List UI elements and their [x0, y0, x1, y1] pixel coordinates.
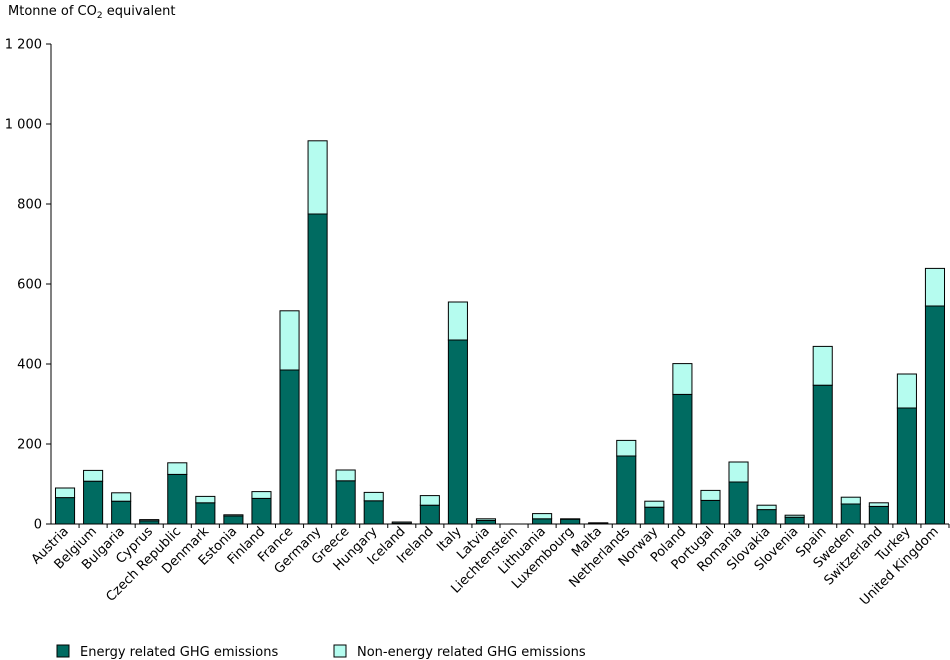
bar-energy	[672, 393, 693, 525]
bar-energy	[251, 497, 272, 525]
bar-non-energy	[896, 373, 917, 409]
y-axis-label-suffix: equivalent	[103, 4, 176, 19]
bar-non-energy	[111, 492, 132, 502]
bar-non-energy	[840, 496, 861, 505]
bar-energy	[475, 519, 497, 525]
bar-energy	[532, 518, 553, 525]
bar-energy	[419, 504, 440, 525]
bar-non-energy	[868, 502, 889, 507]
y-axis: 0 200 400 600 800 1 000 1 200	[5, 38, 52, 533]
y-tick-label: 1 000	[5, 118, 42, 133]
bar-non-energy	[195, 495, 216, 504]
legend-swatch-energy	[56, 644, 70, 658]
bar-energy	[896, 407, 917, 525]
bar-non-energy	[475, 518, 497, 521]
bar-non-energy	[728, 461, 749, 483]
bar-non-energy	[419, 495, 440, 506]
bar-energy	[868, 505, 889, 525]
bar-non-energy	[756, 504, 777, 511]
bar-energy	[447, 339, 468, 525]
bar-non-energy	[167, 462, 188, 475]
bar-energy	[363, 500, 384, 525]
bar-non-energy	[139, 519, 160, 522]
bar-non-energy	[279, 310, 300, 371]
bar-energy	[335, 480, 356, 525]
bar-non-energy	[924, 267, 946, 307]
bar-energy	[83, 480, 104, 525]
bar-energy	[700, 499, 721, 525]
bar-energy	[111, 500, 132, 525]
bar-energy	[784, 516, 805, 525]
bar-energy	[924, 305, 946, 525]
bar-non-energy	[54, 487, 76, 499]
bar-non-energy	[251, 491, 272, 499]
legend-label-non-energy: Non-energy related GHG emissions	[357, 645, 586, 660]
y-tick-label: 200	[17, 438, 42, 453]
bar-energy	[560, 518, 581, 525]
bar-non-energy	[644, 500, 665, 508]
bar-non-energy	[391, 521, 412, 524]
bar-energy	[812, 384, 833, 525]
bar-non-energy	[335, 469, 356, 482]
bar-energy	[307, 213, 328, 525]
y-tick-label: 800	[17, 198, 42, 213]
y-tick-label: 400	[17, 358, 42, 373]
bar-non-energy	[672, 363, 693, 395]
bar-energy	[616, 455, 637, 525]
legend: Energy related GHG emissions Non-energy …	[56, 644, 586, 660]
bar-energy	[728, 481, 749, 525]
bar-non-energy	[447, 301, 468, 341]
bars-group	[54, 140, 946, 525]
bar-energy	[644, 506, 665, 525]
y-axis-label-subscript: 2	[97, 11, 103, 21]
bar-energy	[840, 503, 861, 525]
bar-energy	[223, 515, 244, 525]
bar-non-energy	[532, 513, 553, 520]
bar-energy	[167, 473, 188, 525]
y-axis-label: Mtonne of CO2 equivalent	[8, 4, 175, 21]
bar-non-energy	[307, 140, 328, 215]
bar-non-energy	[700, 489, 721, 501]
bar-energy	[195, 502, 216, 525]
bar-non-energy	[812, 345, 833, 386]
y-tick-label: 600	[17, 278, 42, 293]
bar-non-energy	[784, 514, 805, 518]
bar-non-energy	[616, 439, 637, 457]
bar-energy	[756, 509, 777, 525]
y-axis-label-prefix: Mtonne of CO	[8, 4, 97, 19]
bar-energy	[54, 497, 76, 525]
bar-non-energy	[83, 469, 104, 482]
legend-swatch-non-energy	[333, 644, 347, 658]
bar-non-energy	[223, 514, 244, 517]
legend-label-energy: Energy related GHG emissions	[80, 645, 278, 660]
y-tick-label: 0	[34, 518, 42, 533]
bar-non-energy	[363, 491, 384, 502]
bar-energy	[279, 369, 300, 525]
y-tick-label: 1 200	[5, 38, 42, 53]
